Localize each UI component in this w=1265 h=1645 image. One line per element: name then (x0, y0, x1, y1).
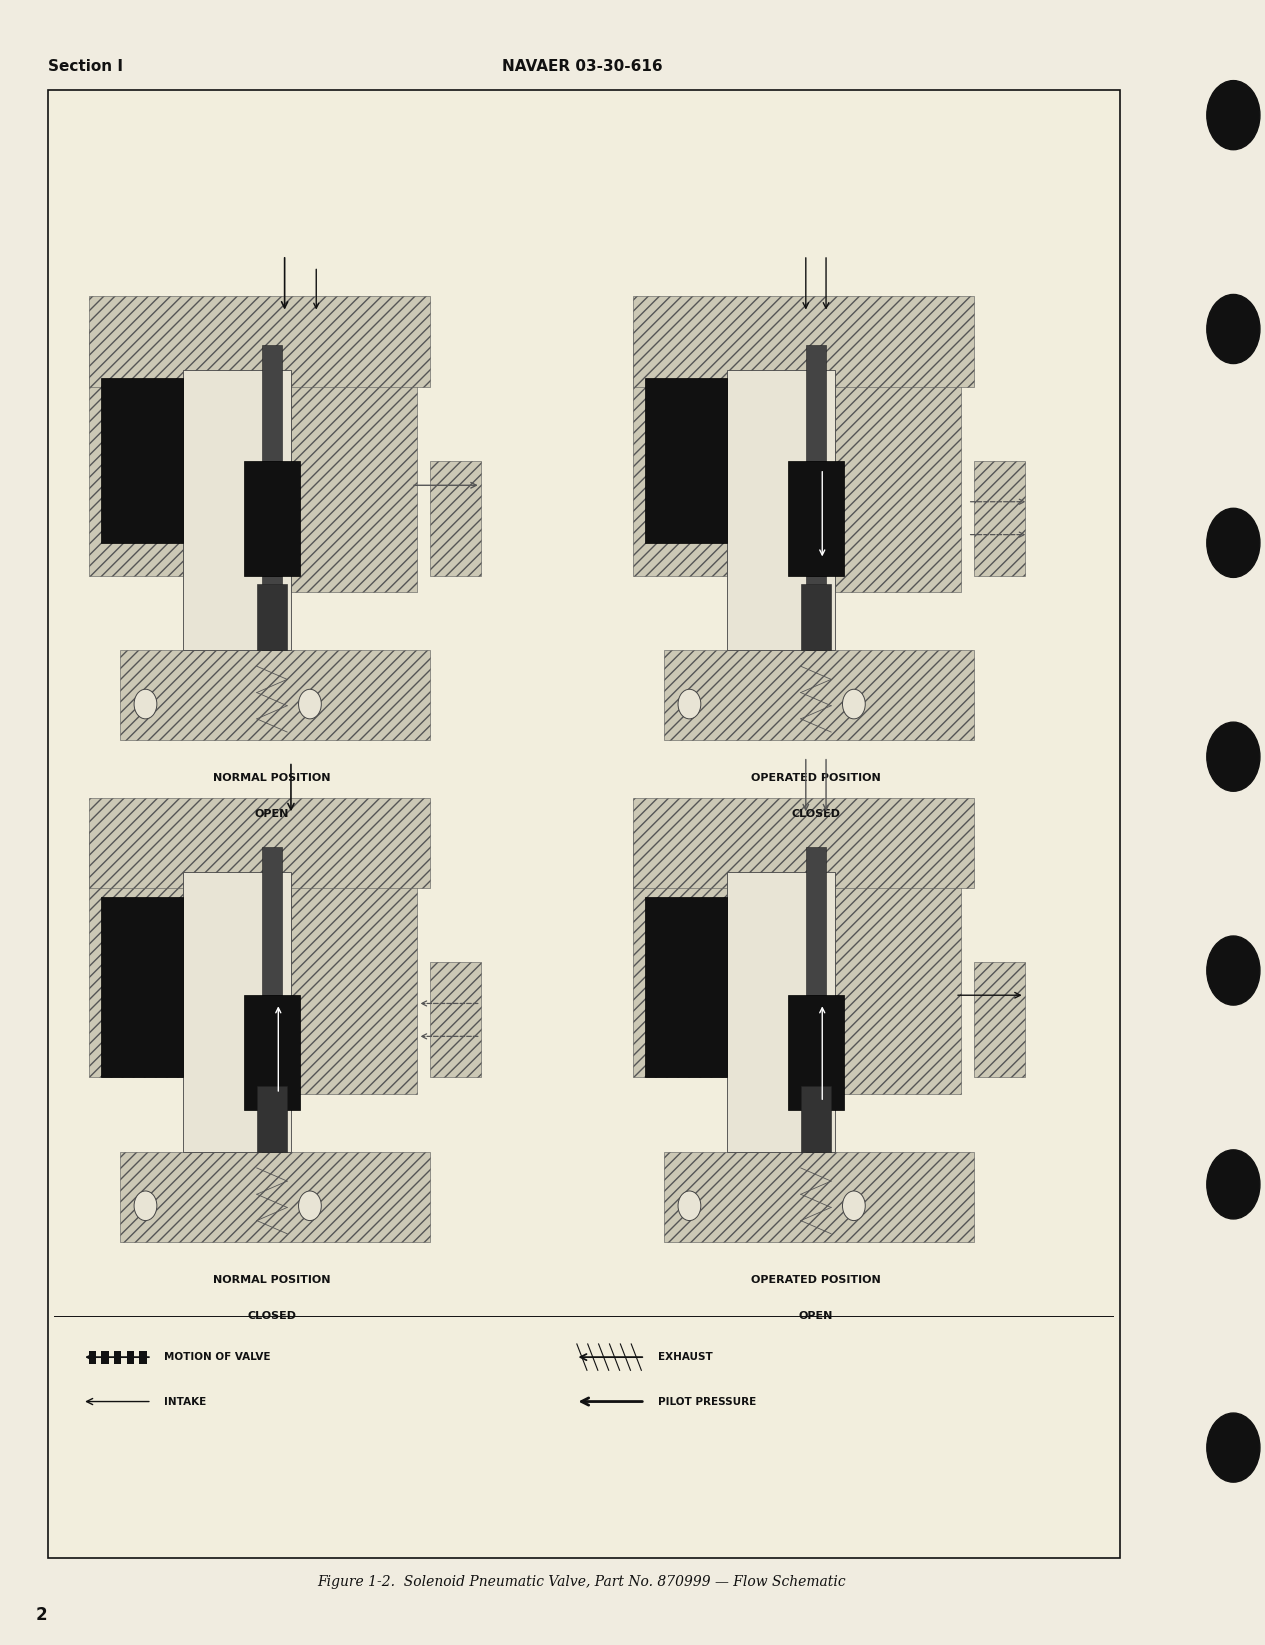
Bar (126, 1351, 134, 1364)
Circle shape (1207, 1413, 1260, 1482)
Circle shape (1207, 936, 1260, 1005)
Circle shape (842, 1191, 865, 1221)
Text: Section I: Section I (48, 59, 123, 74)
Text: INTAKE: INTAKE (164, 1397, 206, 1406)
Bar (89, 1351, 96, 1364)
Text: OPEN: OPEN (798, 1311, 834, 1321)
Bar (244, 461, 300, 576)
Bar (291, 329, 417, 592)
Circle shape (678, 689, 701, 719)
Text: OPERATED POSITION: OPERATED POSITION (751, 773, 880, 783)
Bar (727, 370, 835, 650)
Bar (257, 584, 287, 650)
Text: EXHAUST: EXHAUST (658, 1352, 712, 1362)
Bar (291, 831, 417, 1094)
Bar (89, 831, 183, 1077)
Circle shape (1207, 294, 1260, 364)
Bar (430, 962, 481, 1077)
Circle shape (134, 1191, 157, 1221)
Text: OPERATED POSITION: OPERATED POSITION (751, 1275, 880, 1285)
Bar (183, 872, 291, 1152)
Bar (632, 798, 974, 888)
Bar (89, 329, 183, 576)
Bar (262, 345, 282, 650)
Bar (806, 345, 826, 650)
Bar (632, 831, 727, 1077)
Bar (101, 1351, 109, 1364)
Circle shape (678, 1191, 701, 1221)
Bar (89, 296, 430, 387)
Text: NORMAL POSITION: NORMAL POSITION (214, 1275, 330, 1285)
Text: OPEN: OPEN (254, 809, 290, 819)
Bar (101, 378, 183, 543)
Bar (788, 995, 844, 1110)
Circle shape (299, 689, 321, 719)
Bar (183, 370, 291, 650)
Bar (788, 461, 844, 576)
Bar (430, 461, 481, 576)
Circle shape (842, 689, 865, 719)
Bar (974, 461, 1025, 576)
Circle shape (1207, 722, 1260, 791)
Text: CLOSED: CLOSED (792, 809, 840, 819)
Bar (262, 847, 282, 1152)
Bar (835, 329, 961, 592)
Circle shape (134, 689, 157, 719)
Bar (974, 962, 1025, 1077)
Text: CLOSED: CLOSED (248, 1311, 296, 1321)
Bar (801, 1086, 831, 1152)
Bar (632, 329, 727, 576)
Bar (727, 872, 835, 1152)
Bar (645, 897, 727, 1077)
Text: Figure 1-2.  Solenoid Pneumatic Valve, Part No. 870999 — Flow Schematic: Figure 1-2. Solenoid Pneumatic Valve, Pa… (318, 1576, 846, 1589)
Text: MOTION OF VALVE: MOTION OF VALVE (164, 1352, 271, 1362)
Text: 2: 2 (35, 1607, 47, 1624)
Bar (244, 995, 300, 1110)
Bar (120, 1152, 430, 1242)
Text: NORMAL POSITION: NORMAL POSITION (214, 773, 330, 783)
Bar (114, 1351, 121, 1364)
Bar (664, 1152, 974, 1242)
Bar (257, 1086, 287, 1152)
Circle shape (299, 1191, 321, 1221)
Circle shape (1207, 1150, 1260, 1219)
Text: NAVAER 03-30-616: NAVAER 03-30-616 (502, 59, 662, 74)
Bar (101, 897, 183, 1077)
Circle shape (1207, 81, 1260, 150)
Bar (139, 1351, 147, 1364)
Bar (632, 296, 974, 387)
Bar (835, 831, 961, 1094)
Bar (664, 650, 974, 740)
Bar (120, 650, 430, 740)
Bar (806, 847, 826, 1152)
Text: PILOT PRESSURE: PILOT PRESSURE (658, 1397, 756, 1406)
Circle shape (1207, 508, 1260, 577)
Bar (89, 798, 430, 888)
Bar (801, 584, 831, 650)
Bar (48, 90, 1120, 1558)
Bar (645, 378, 727, 543)
